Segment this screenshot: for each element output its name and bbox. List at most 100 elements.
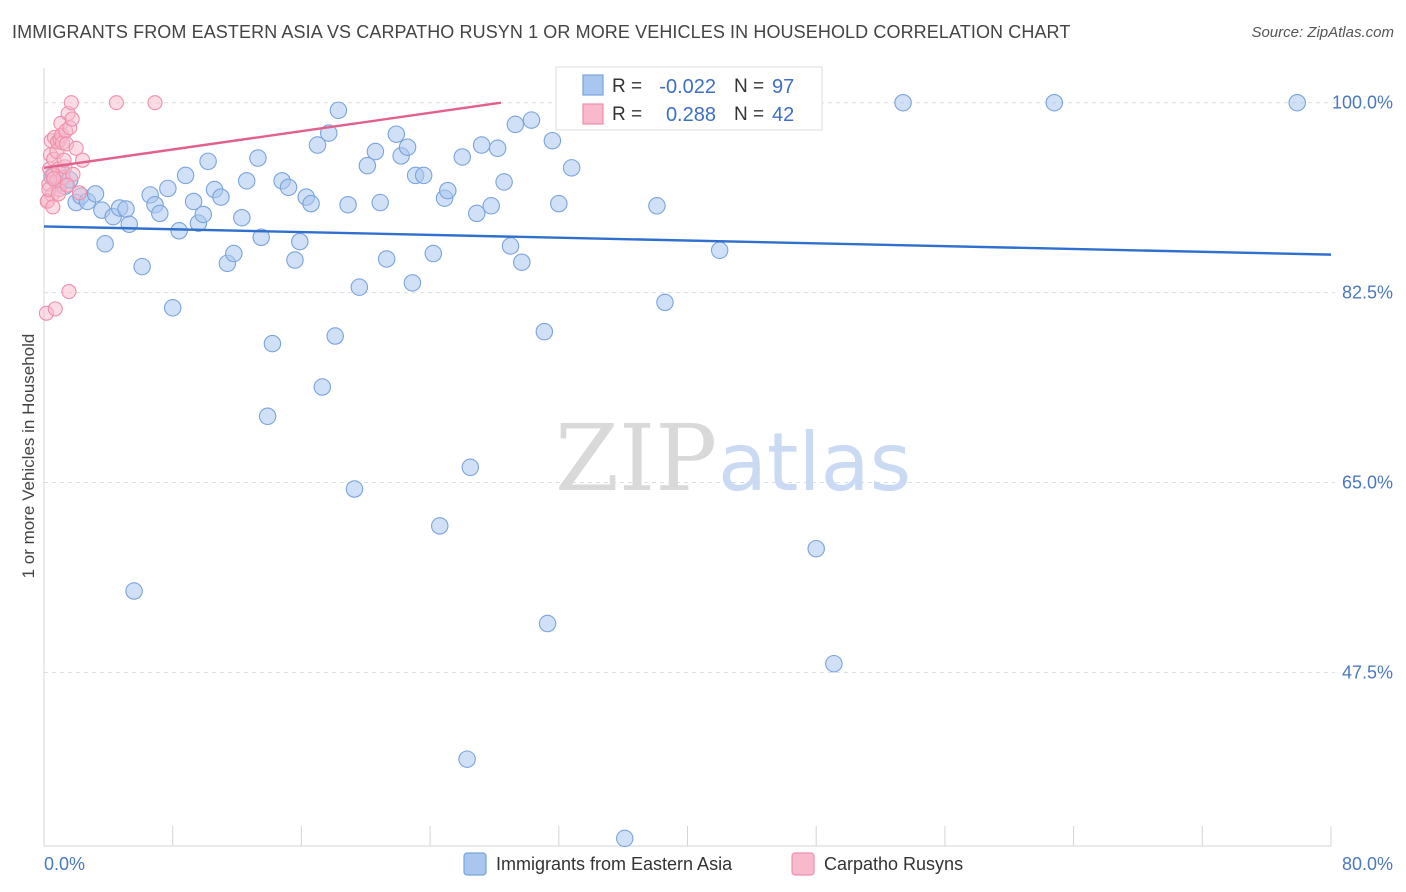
eastern-asia-point xyxy=(656,293,674,312)
eastern-asia-point xyxy=(199,152,217,171)
eastern-asia-point xyxy=(543,131,562,150)
carpatho-rusyn-trend-line xyxy=(43,101,502,170)
y-tick-label: 65.0% xyxy=(1342,472,1393,492)
carpatho-rusyn-point xyxy=(59,177,75,193)
eastern-asia-point xyxy=(535,322,554,341)
stats-pink-n-label: N = xyxy=(734,104,764,125)
carpatho-rusyn-point xyxy=(61,283,77,300)
eastern-asia-point xyxy=(302,194,320,213)
stats-blue-n-value: 97 xyxy=(772,76,794,98)
eastern-asia-point xyxy=(237,172,256,190)
stats-pink-r-label: R = xyxy=(612,104,642,125)
carpatho-rusyn-point xyxy=(64,111,80,127)
watermark-atlas: atlas xyxy=(718,416,911,509)
trend-lines xyxy=(43,101,1332,256)
eastern-asia-point xyxy=(513,253,531,271)
eastern-asia-point xyxy=(249,149,267,167)
x-tick-label-max: 80.0% xyxy=(1342,854,1393,874)
eastern-asia-point xyxy=(291,232,309,251)
eastern-asia-point xyxy=(212,188,230,206)
eastern-asia-point xyxy=(163,299,182,317)
eastern-asia-point xyxy=(472,136,491,154)
eastern-asia-point xyxy=(308,136,327,154)
carpatho-rusyn-point xyxy=(68,140,84,156)
eastern-asia-point xyxy=(252,228,270,247)
eastern-asia-point xyxy=(1288,93,1306,112)
eastern-asia-point xyxy=(263,334,282,353)
stats-pink-r-value: 0.288 xyxy=(666,104,716,126)
eastern-asia-point xyxy=(176,166,195,185)
eastern-asia-point xyxy=(501,237,520,255)
eastern-asia-point xyxy=(562,159,581,177)
stats-swatch-blue xyxy=(582,74,604,96)
eastern-asia-point xyxy=(350,278,369,296)
stats-box: R = -0.022 N = 97 R = 0.288 N = 42 xyxy=(555,66,823,131)
eastern-asia-point xyxy=(194,205,213,224)
eastern-asia-point xyxy=(482,197,500,215)
legend-label-eastern-asia: Immigrants from Eastern Asia xyxy=(496,854,733,874)
eastern-asia-point xyxy=(538,614,557,633)
y-axis-label: 1 or more Vehicles in Household xyxy=(19,334,38,579)
stats-swatch-pink xyxy=(582,103,604,125)
eastern-asia-point xyxy=(345,480,364,498)
eastern-asia-point xyxy=(133,257,151,276)
legend-swatch-eastern-asia xyxy=(463,852,487,876)
eastern-asia-point xyxy=(125,582,143,600)
eastern-asia-point xyxy=(522,111,541,129)
eastern-asia-point xyxy=(279,178,298,197)
eastern-asia-point xyxy=(894,93,912,112)
stats-blue-r-value: -0.022 xyxy=(659,76,716,98)
eastern-asia-point xyxy=(329,101,348,120)
eastern-asia-point xyxy=(458,750,476,768)
carpatho-rusyn-point xyxy=(47,301,63,317)
carpatho-rusyn-point xyxy=(45,199,61,215)
eastern-asia-trend-line xyxy=(43,225,1332,256)
carpatho-rusyn-point xyxy=(46,171,62,187)
eastern-asia-point xyxy=(366,142,385,161)
stats-blue-n-label: N = xyxy=(734,76,764,97)
eastern-asia-point xyxy=(398,138,417,156)
eastern-asia-point xyxy=(184,192,203,211)
eastern-asia-point xyxy=(424,244,443,263)
watermark: ZIP atlas xyxy=(555,405,911,512)
eastern-asia-point xyxy=(387,125,406,143)
eastern-asia-point xyxy=(326,327,344,345)
eastern-asia-point xyxy=(120,215,139,234)
eastern-asia-point xyxy=(825,654,843,673)
watermark-zip: ZIP xyxy=(555,405,717,512)
stats-pink-n-value: 42 xyxy=(772,104,794,126)
eastern-asia-point xyxy=(286,251,304,269)
eastern-asia-point xyxy=(86,185,105,203)
eastern-asia-point xyxy=(371,193,389,212)
x-tick-labels: 0.0% 80.0% xyxy=(44,854,1393,874)
legend-swatch-carpatho-rusyns xyxy=(791,852,815,876)
x-tick-label-min: 0.0% xyxy=(44,854,85,874)
grid-lines xyxy=(44,102,1335,673)
eastern-asia-point xyxy=(461,458,480,477)
eastern-asia-point xyxy=(431,517,449,535)
carpatho-rusyn-point xyxy=(75,152,91,168)
eastern-asia-point xyxy=(1045,93,1064,112)
legend: Immigrants from Eastern Asia Carpatho Ru… xyxy=(463,852,963,876)
y-tick-label: 82.5% xyxy=(1342,283,1393,303)
eastern-asia-point xyxy=(616,829,634,848)
source-credit: Source: ZipAtlas.com xyxy=(1251,24,1394,41)
eastern-asia-point xyxy=(710,241,729,260)
carpatho-rusyn-point xyxy=(108,95,124,111)
eastern-asia-point xyxy=(377,250,396,268)
eastern-asia-point xyxy=(403,274,422,292)
carpatho-rusyn-point xyxy=(71,185,87,201)
chart-title: IMMIGRANTS FROM EASTERN ASIA VS CARPATHO… xyxy=(12,22,1071,42)
eastern-asia-point xyxy=(313,378,332,396)
eastern-asia-point xyxy=(159,179,177,198)
eastern-asia-point xyxy=(170,222,188,240)
x-axis-ticks xyxy=(43,826,1332,846)
eastern-asia-point xyxy=(506,115,525,134)
eastern-asia-point xyxy=(339,195,357,214)
eastern-asia-point xyxy=(225,244,243,263)
y-tick-label: 100.0% xyxy=(1332,93,1393,113)
eastern-asia-point xyxy=(468,204,486,223)
eastern-asia-point xyxy=(358,156,377,175)
eastern-asia-point xyxy=(495,173,513,191)
